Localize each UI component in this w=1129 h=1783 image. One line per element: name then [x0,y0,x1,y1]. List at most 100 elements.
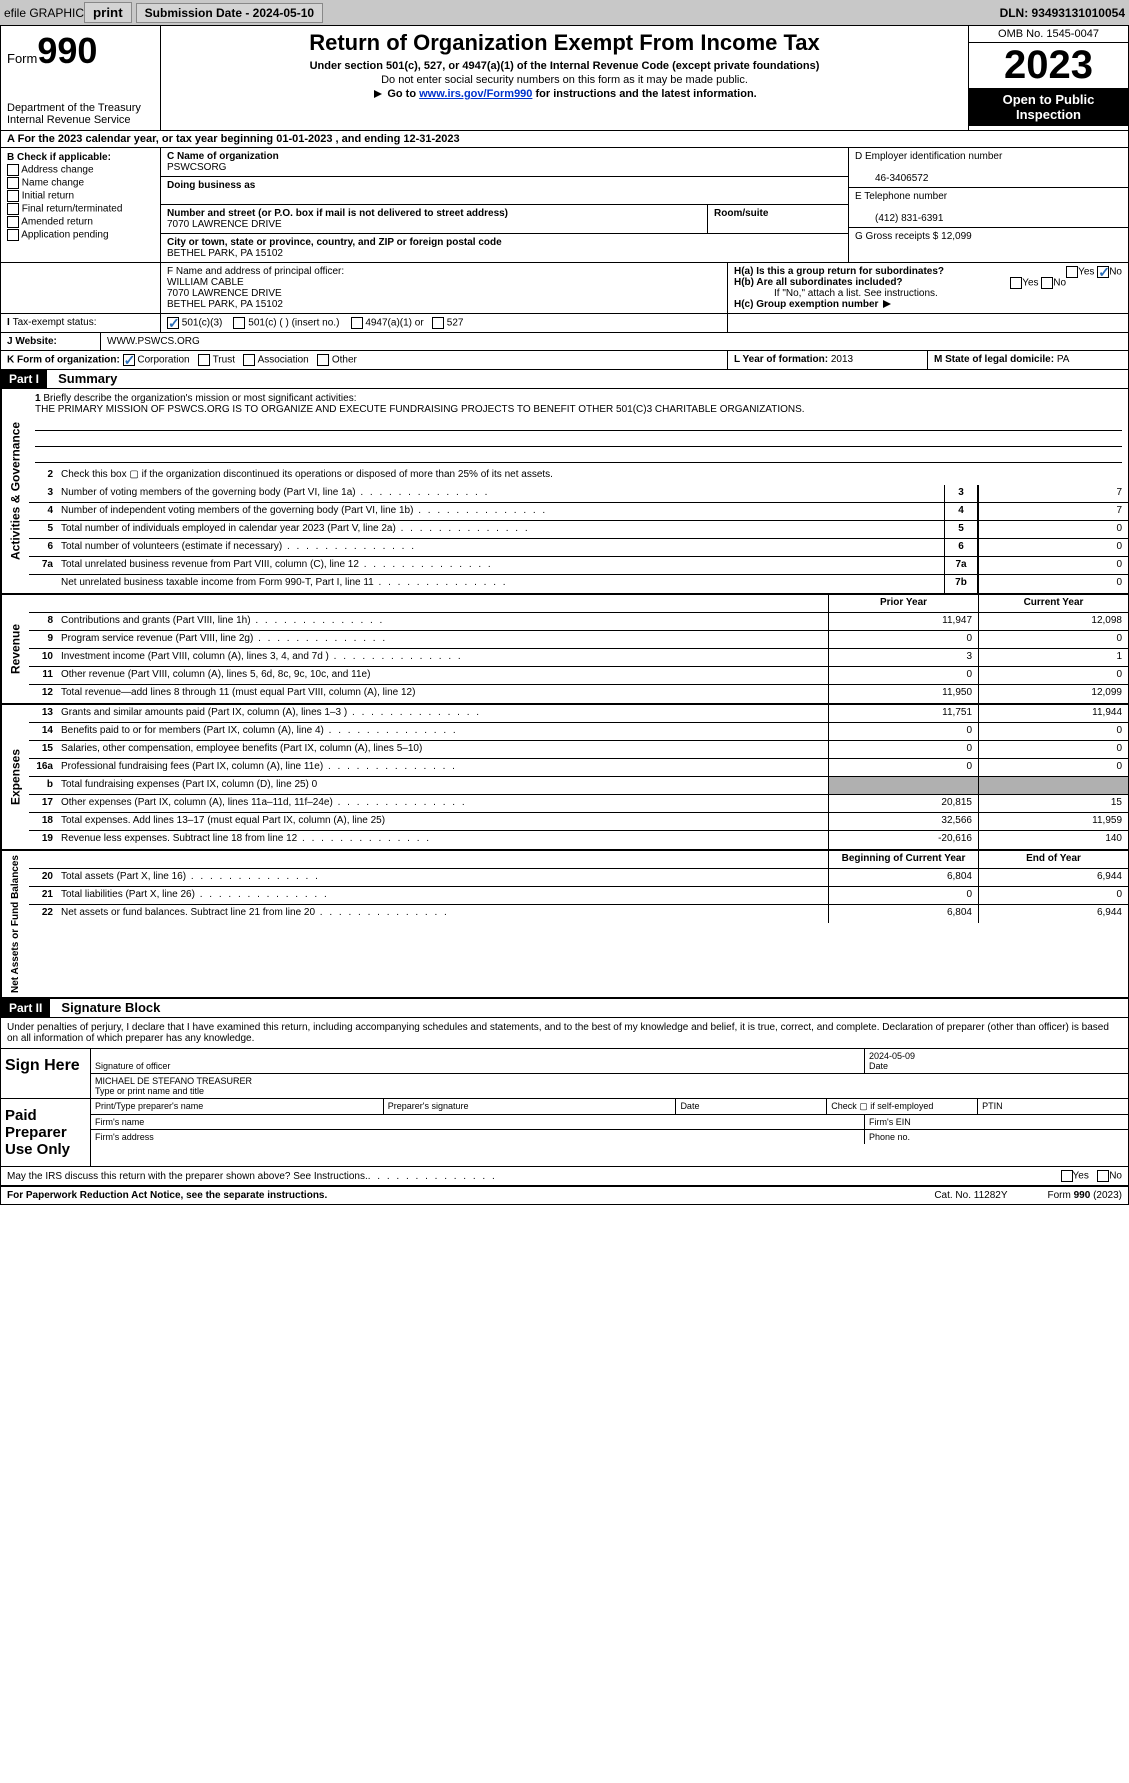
year-form-val: 2013 [831,354,853,365]
line4-text: Number of independent voting members of … [57,503,944,520]
cb-application-pending[interactable]: Application pending [7,229,154,241]
cb-name-change[interactable]: Name change [7,177,154,189]
line12: 12 Total revenue—add lines 8 through 11 … [29,685,1128,703]
cb-amended-return[interactable]: Amended return [7,216,154,228]
line-num-15: 15 [29,741,57,758]
box-i-opts: 501(c)(3) 501(c) ( ) (insert no.) 4947(a… [161,314,728,332]
hb-no-cb[interactable] [1041,277,1053,289]
line13-prior: 11,751 [828,705,978,722]
prep-name-lbl: Print/Type preparer's name [91,1099,384,1114]
pra-notice: For Paperwork Reduction Act Notice, see … [7,1190,327,1201]
line4-numbox: 4 [944,503,978,520]
paid-preparer-label: Paid Preparer Use Only [1,1099,91,1166]
line14-curr: 0 [978,723,1128,740]
cb-address-change[interactable]: Address change [7,164,154,176]
cb-address-change-label: Address change [21,165,93,176]
box-j-lbl-cell: J Website: [1,333,101,350]
line7b-numbox: 7b [944,575,978,593]
line7b-text: Net unrelated business taxable income fr… [57,575,944,593]
sig-officer-lbl: Signature of officer [95,1061,170,1071]
arrow-icon [883,300,891,308]
dba-cell: Doing business as [161,177,848,205]
net-assets-body: Beginning of Current Year End of Year 20… [29,851,1128,997]
line15: 15 Salaries, other compensation, employe… [29,741,1128,759]
irs-link[interactable]: www.irs.gov/Form990 [419,88,532,100]
line21: 21 Total liabilities (Part X, line 26) 0… [29,887,1128,905]
cb-4947[interactable] [351,317,363,329]
line13: 13 Grants and similar amounts paid (Part… [29,705,1128,723]
line-num-5: 5 [29,521,57,538]
discuss-opts: Yes No [1061,1170,1122,1182]
form-number: 990 [37,30,97,71]
discuss-no: No [1109,1171,1122,1182]
line-num-16b: b [29,777,57,794]
line14-text: Benefits paid to or for members (Part IX… [57,723,828,740]
ha-no: No [1109,267,1122,278]
box-h: H(a) Is this a group return for subordin… [728,263,1128,313]
line11: 11 Other revenue (Part VIII, column (A),… [29,667,1128,685]
officer-name-cell: MICHAEL DE STEFANO TREASURER Type or pri… [91,1074,1128,1098]
ha-yes-cb[interactable] [1066,266,1078,278]
goto-line: Go to www.irs.gov/Form990 for instructio… [167,88,962,100]
omb-number: OMB No. 1545-0047 [969,26,1128,43]
section-governance: Activities & Governance 1 Briefly descri… [1,389,1128,595]
box-d: D Employer identification number 46-3406… [849,148,1128,188]
cb-527[interactable] [432,317,444,329]
line22-text: Net assets or fund balances. Subtract li… [57,905,828,923]
ij-row: I Tax-exempt status: 501(c)(3) 501(c) ( … [1,314,1128,333]
org-name-cell: C Name of organization PSWCSORG [161,148,848,177]
website-val: WWW.PSWCS.ORG [101,333,1128,350]
hb-yes-cb[interactable] [1010,277,1022,289]
net-hdr-spacer [57,851,828,868]
hc-lbl: H(c) Group exemption number [734,299,878,310]
line15-text: Salaries, other compensation, employee b… [57,741,828,758]
line21-curr: 0 [978,887,1128,904]
cb-trust[interactable] [198,354,210,366]
section-expenses: Expenses 13 Grants and similar amounts p… [1,705,1128,851]
line10: 10 Investment income (Part VIII, column … [29,649,1128,667]
line9-text: Program service revenue (Part VIII, line… [57,631,828,648]
line-num-16a: 16a [29,759,57,776]
officer-name-lbl: Type or print name and title [95,1086,204,1096]
paid-preparer-table: Paid Preparer Use Only Print/Type prepar… [1,1099,1128,1167]
line13-text: Grants and similar amounts paid (Part IX… [57,705,828,722]
current-year-hdr: Current Year [978,595,1128,612]
begin-year-hdr: Beginning of Current Year [828,851,978,868]
cb-final-return[interactable]: Final return/terminated [7,203,154,215]
cb-501c[interactable] [233,317,245,329]
o-527: 527 [447,318,464,329]
line17: 17 Other expenses (Part IX, column (A), … [29,795,1128,813]
net-hdr-row: Beginning of Current Year End of Year [29,851,1128,869]
expenses-body: 13 Grants and similar amounts paid (Part… [29,705,1128,849]
cb-assoc[interactable] [243,354,255,366]
discuss-yes-cb[interactable] [1061,1170,1073,1182]
cb-501c3[interactable] [167,317,179,329]
o-other: Other [332,355,357,366]
hc-row: H(c) Group exemption number [734,299,1122,310]
header-left: Form990 Department of the Treasury Inter… [1,26,161,130]
cb-initial-return[interactable]: Initial return [7,190,154,202]
cb-other[interactable] [317,354,329,366]
ha-no-cb[interactable] [1097,266,1109,278]
box-f: F Name and address of principal officer:… [161,263,728,313]
ha-row: H(a) Is this a group return for subordin… [734,266,1122,277]
box-k: K Form of organization: Corporation Trus… [1,351,728,369]
line7a-text: Total unrelated business revenue from Pa… [57,557,944,574]
officer-addr2: BETHEL PARK, PA 15102 [167,299,283,310]
sig-officer-cell: Signature of officer [91,1049,865,1073]
right-col-deg: D Employer identification number 46-3406… [848,148,1128,262]
line7b: Net unrelated business taxable income fr… [29,575,1128,593]
discuss-no-cb[interactable] [1097,1170,1109,1182]
line10-text: Investment income (Part VIII, column (A)… [57,649,828,666]
prep-row-2: Firm's name Firm's EIN [91,1115,1128,1130]
sig-date-cell: 2024-05-09 Date [865,1049,1128,1073]
part1-label: Part I [1,370,47,388]
prep-sig-lbl: Preparer's signature [384,1099,677,1114]
line-num-8: 8 [29,613,57,630]
cb-corp[interactable] [123,354,135,366]
line14: 14 Benefits paid to or for members (Part… [29,723,1128,741]
sig-row-1: Signature of officer 2024-05-09 Date [91,1049,1128,1074]
line20-prior: 6,804 [828,869,978,886]
print-button[interactable]: print [84,2,132,23]
governance-body: 1 Briefly describe the organization's mi… [29,389,1128,593]
